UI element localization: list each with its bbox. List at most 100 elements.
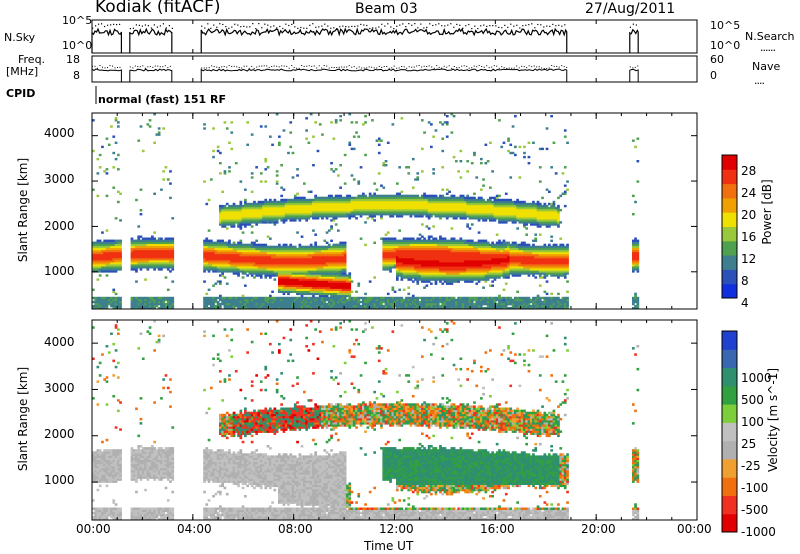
power-cell — [166, 247, 170, 251]
power-cell — [341, 243, 345, 247]
power-cell — [92, 300, 95, 304]
power-cell — [250, 219, 254, 222]
power-cell — [171, 249, 175, 253]
power-cell — [309, 249, 313, 253]
power-cell — [266, 249, 270, 253]
power-cell — [314, 266, 317, 269]
power-cell — [166, 304, 170, 308]
power-cell — [325, 211, 329, 214]
power-cell — [262, 247, 265, 251]
noise-sky-point — [375, 27, 377, 29]
power-cell — [282, 221, 286, 224]
power-cell — [346, 307, 349, 310]
power-cell — [157, 258, 161, 261]
power-cell — [348, 294, 352, 298]
power-cell — [368, 298, 372, 302]
power-cell — [309, 251, 313, 255]
power-cell — [323, 204, 327, 208]
power-cell — [223, 206, 227, 210]
power-cell — [101, 304, 104, 308]
power-cell — [153, 253, 156, 257]
power-cell — [423, 243, 426, 247]
power-cell — [275, 247, 279, 251]
power-cell — [341, 270, 345, 273]
power-cell — [264, 270, 268, 273]
power-cell — [298, 296, 302, 300]
power-cell — [130, 302, 134, 306]
power-cell — [244, 217, 247, 220]
power-cell — [373, 296, 376, 300]
power-cell — [169, 255, 172, 259]
power-cell — [248, 247, 252, 251]
power-cell — [339, 262, 342, 265]
power-cell — [244, 249, 247, 253]
power-cell — [350, 121, 354, 124]
power-cell — [271, 268, 274, 271]
power-cell — [448, 258, 451, 261]
power-cell — [325, 231, 329, 234]
power-cell — [316, 245, 320, 249]
power-cell — [287, 204, 290, 208]
power-cell — [332, 302, 336, 306]
power-cell — [318, 204, 322, 208]
power-cell — [255, 270, 258, 273]
power-cell — [309, 211, 313, 214]
power-cell — [341, 278, 345, 281]
nave-point — [563, 66, 565, 68]
power-cell — [346, 202, 349, 206]
power-cell — [207, 270, 211, 273]
power-cell — [280, 274, 283, 277]
power-cell — [103, 266, 106, 269]
power-cell — [219, 251, 222, 255]
power-cell — [423, 286, 426, 289]
power-cell — [339, 304, 342, 308]
power-cell — [341, 266, 345, 269]
power-cell — [171, 296, 175, 300]
power-cell — [105, 298, 109, 302]
power-cell — [441, 215, 445, 218]
nave-point — [538, 66, 540, 68]
power-cell — [368, 280, 372, 283]
power-cell — [312, 215, 315, 218]
power-cell — [337, 211, 340, 214]
power-cell — [273, 209, 277, 212]
power-cell — [253, 211, 256, 214]
power-cell — [334, 223, 338, 226]
power-cell — [250, 247, 254, 251]
power-cell — [303, 296, 306, 300]
power-cell — [303, 304, 306, 308]
power-cell — [139, 298, 143, 302]
power-cell — [269, 304, 272, 308]
power-cell — [346, 213, 349, 216]
power-cell — [166, 264, 170, 267]
power-cell — [212, 307, 215, 310]
power-cell — [117, 258, 120, 261]
power-cell — [321, 209, 324, 212]
power-cell — [275, 255, 279, 259]
power-cell — [248, 298, 252, 302]
power-cell — [225, 298, 229, 302]
power-cell — [248, 219, 252, 222]
power-cell — [327, 204, 331, 208]
power-cell — [107, 255, 111, 259]
power-cell — [171, 266, 175, 269]
power-cell — [327, 213, 331, 216]
power-cell — [337, 243, 340, 247]
power-cell — [153, 251, 156, 255]
power-cell — [210, 258, 213, 261]
power-cell — [139, 188, 143, 191]
power-cell — [357, 135, 361, 138]
power-cell — [105, 247, 109, 251]
power-cell — [246, 204, 249, 208]
power-cell — [130, 304, 134, 308]
power-cell — [332, 200, 336, 204]
power-cell — [264, 300, 268, 304]
power-cell — [316, 307, 320, 310]
power-cell — [398, 288, 401, 291]
power-cell — [303, 260, 306, 263]
power-cell — [355, 198, 358, 202]
power-cell — [148, 247, 152, 251]
power-cell — [323, 268, 327, 271]
power-cell — [293, 304, 297, 308]
power-cell — [135, 249, 138, 253]
